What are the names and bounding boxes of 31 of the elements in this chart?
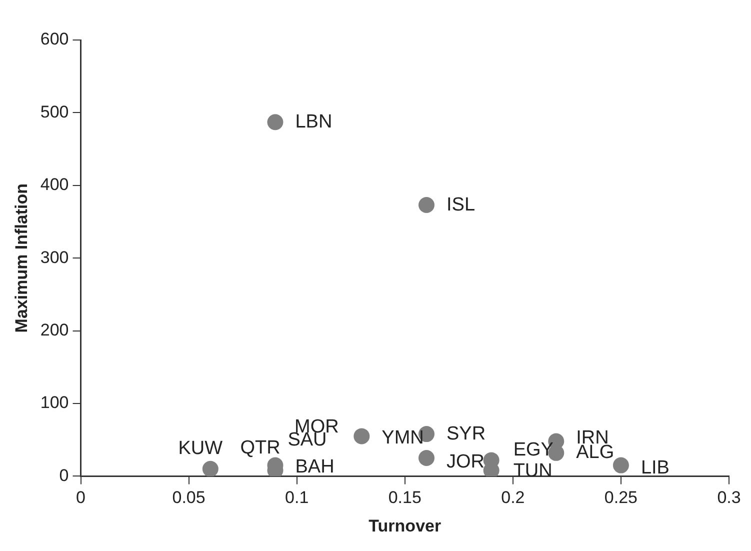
point [202, 460, 218, 476]
y-tick-label: 0 [59, 466, 69, 485]
y-tick-label: 400 [40, 175, 69, 194]
x-tick-label: 0.3 [717, 488, 741, 508]
x-axis-title: Turnover [368, 516, 442, 536]
point [612, 457, 629, 474]
annotation: YMN [382, 427, 424, 448]
annotation: QTR [240, 438, 280, 459]
x-tick-label: 0.1 [285, 488, 309, 508]
point [418, 197, 434, 214]
y-tick-label: 500 [40, 102, 69, 122]
y-tick-label: 600 [40, 30, 69, 49]
x-tick-label: 0.15 [388, 488, 422, 508]
x-tick-label: 0 [76, 488, 86, 508]
point [267, 114, 284, 130]
y-tick-label: 300 [40, 248, 69, 267]
point [418, 450, 434, 466]
y-tick-label: 100 [40, 393, 69, 412]
x-tick-label: 0.05 [172, 488, 206, 508]
y-axis-title: Maximum Inflation [12, 183, 31, 333]
y-tick-label: 200 [40, 320, 69, 340]
annotation: KUW [178, 438, 223, 460]
annotation: BAH [295, 456, 334, 478]
annotation: ISL [446, 194, 476, 216]
x-tick-label: 0.2 [501, 488, 525, 508]
annotation: JOR [446, 451, 484, 472]
annotation: LBN [295, 111, 332, 132]
x-tick-label: 0.25 [604, 488, 638, 508]
annotation: SYR [446, 423, 486, 444]
annotation: LIB [640, 458, 670, 479]
point [354, 428, 370, 444]
